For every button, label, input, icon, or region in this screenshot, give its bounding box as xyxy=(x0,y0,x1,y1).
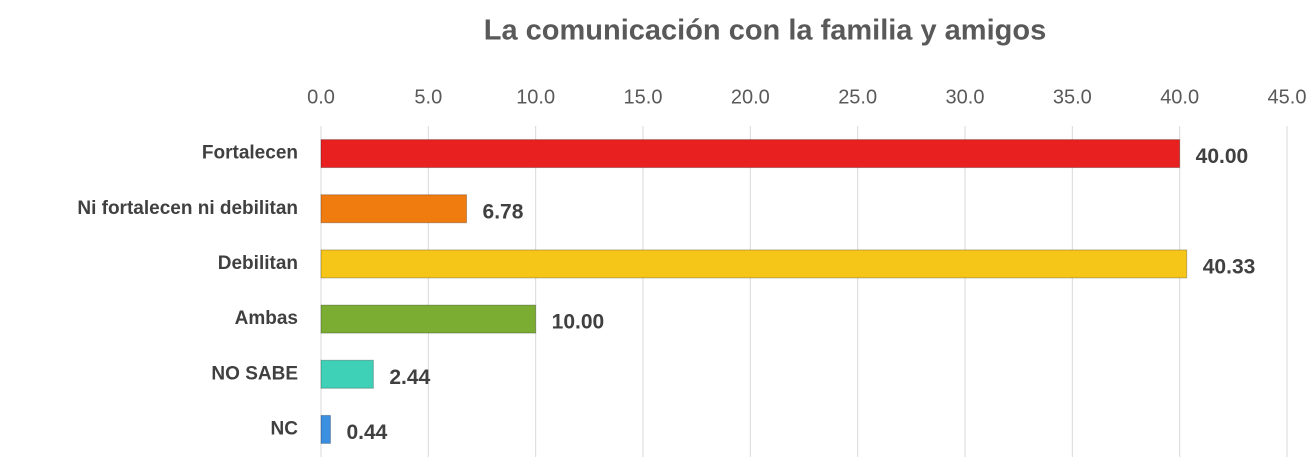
x-tick-label: 25.0 xyxy=(838,86,877,108)
x-tick-label: 40.0 xyxy=(1160,86,1199,108)
y-tick-label: Debilitan xyxy=(218,253,298,274)
x-tick-label: 5.0 xyxy=(414,86,442,108)
bar xyxy=(320,139,1181,169)
bar xyxy=(320,249,1188,279)
y-tick-label: Fortalecen xyxy=(202,143,298,164)
y-tick-label: NO SABE xyxy=(211,363,298,384)
value-label: 2.44 xyxy=(389,366,430,389)
x-tick-label: 15.0 xyxy=(624,86,663,108)
value-label: 6.78 xyxy=(483,200,524,223)
bar xyxy=(320,359,374,389)
x-tick-label: 30.0 xyxy=(946,86,985,108)
y-tick-label: NC xyxy=(271,418,299,439)
bar xyxy=(320,414,331,444)
y-tick-label: Ambas xyxy=(235,308,298,329)
x-tick-label: 35.0 xyxy=(1053,86,1092,108)
chart-title: La comunicación con la familia y amigos xyxy=(484,15,1046,47)
bar xyxy=(320,194,468,224)
y-tick-label: Ni fortalecen ni debilitan xyxy=(77,198,298,219)
x-tick-label: 20.0 xyxy=(731,86,770,108)
x-tick-label: 10.0 xyxy=(516,86,555,108)
value-label: 40.33 xyxy=(1203,255,1256,278)
bar xyxy=(320,304,537,334)
value-label: 40.00 xyxy=(1196,145,1249,168)
value-label: 10.00 xyxy=(552,311,605,334)
x-tick-label: 0.0 xyxy=(307,86,335,108)
x-tick-label: 45.0 xyxy=(1268,86,1307,108)
value-label: 0.44 xyxy=(346,421,387,444)
